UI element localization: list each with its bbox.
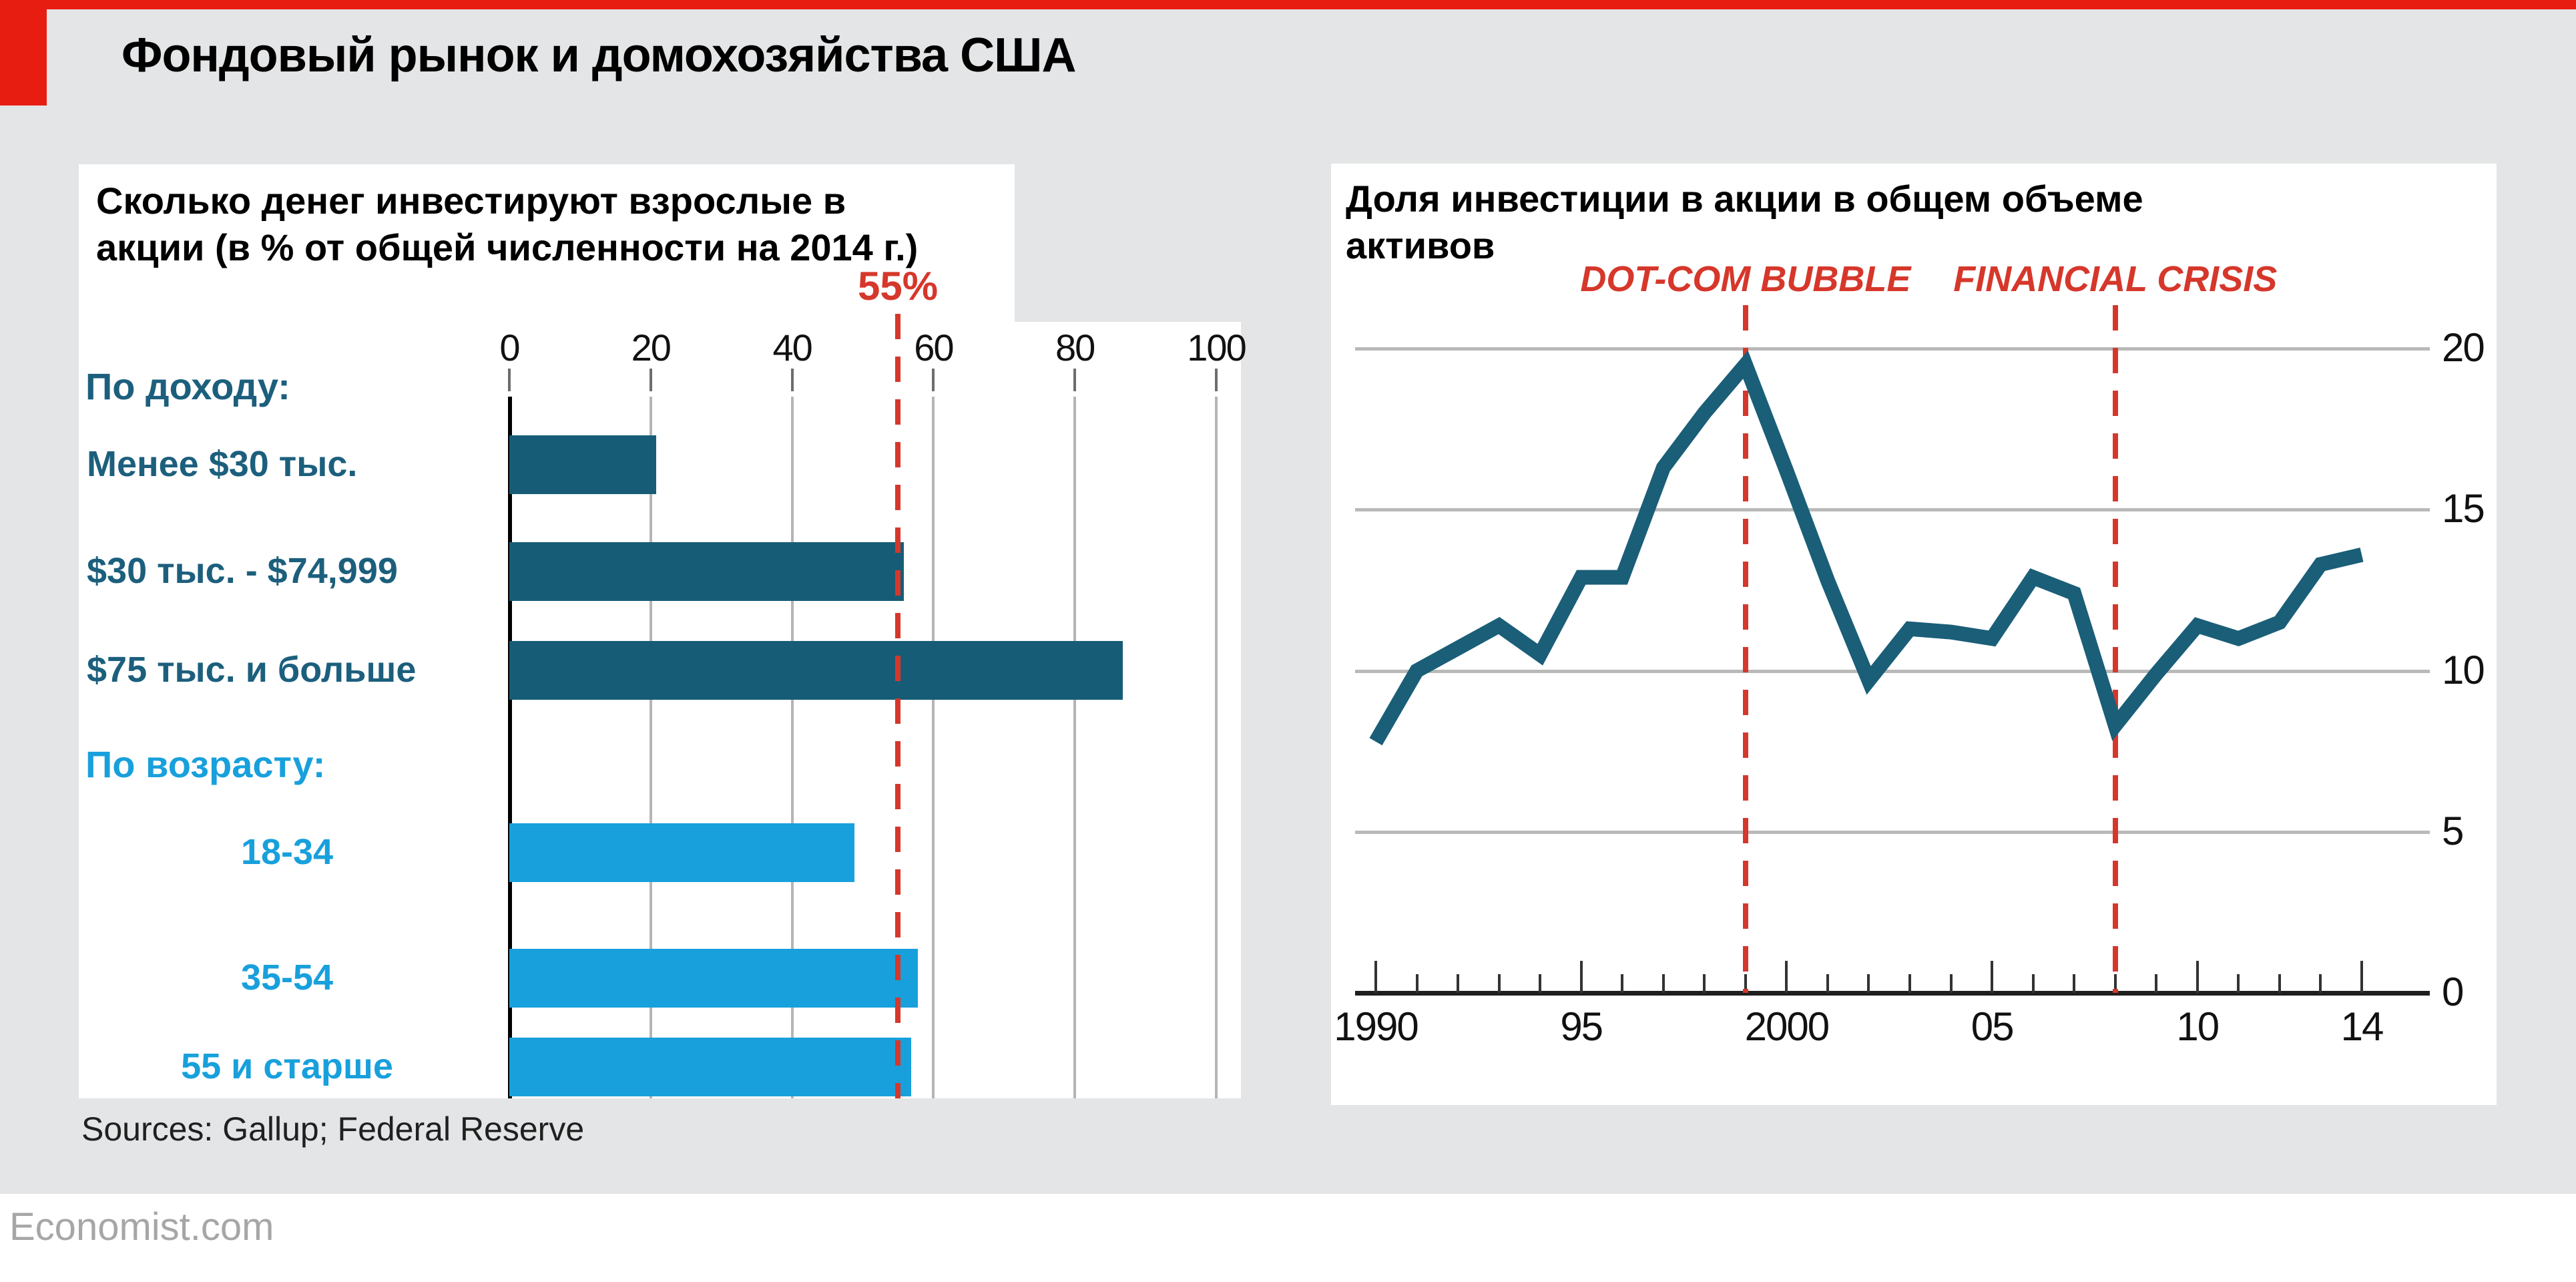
bar-chart-title-line-1: Сколько денег инвестируют взрослые в [96,180,846,222]
bar-group-label: По доходу: [85,365,290,407]
line-x-tick-mark [1991,961,1994,993]
line-y-tick-label: 15 [2442,486,2485,531]
reference-line-label: 55% [857,264,939,308]
sources-note: Sources: Gallup; Federal Reserve [81,1110,585,1148]
line-x-tick-mark [2196,961,2199,993]
bar-axis-zero-line [508,397,512,1098]
bar-label: 55 и старше [181,1046,393,1086]
bar-axis-tick-mark [508,369,511,391]
line-x-tick-label: 2000 [1744,1004,1830,1049]
line-x-tick-mark [1908,974,1912,993]
bar-label: 18-34 [240,832,334,872]
bar-chart-title-box: Сколько денег инвестируют взрослые в акц… [79,164,1015,322]
bar-axis-tick-mark [932,369,935,391]
line-x-axis [1355,991,2430,996]
line-x-tick-mark [1374,961,1377,993]
line-x-tick-mark [2319,974,2322,993]
line-y-tick-label: 5 [2442,808,2464,853]
bar-axis-tick-label: 0 [499,327,520,369]
line-x-tick-mark [2360,961,2363,993]
line-gridline [1355,830,2430,834]
line-gridline [1355,508,2430,512]
line-x-tick-mark [1621,974,1624,993]
bar-gridline [649,397,652,1098]
line-x-tick-mark [1415,974,1419,993]
line-y-tick-label: 10 [2442,647,2485,692]
line-x-tick-mark [1703,974,1706,993]
line-x-tick-label: 10 [2176,1004,2220,1049]
bar-label: $30 тыс. - $74,999 [87,551,398,591]
bar [509,823,854,882]
reference-dashed-line [895,314,900,1098]
line-x-tick-mark [2073,974,2076,993]
line-x-tick-label: 95 [1560,1004,1603,1049]
line-chart-panel: Доля инвестиции в акции в общем объеме а… [1331,164,2497,1105]
line-x-tick-label: 1990 [1334,1004,1419,1049]
bar-axis-tick-mark [790,369,794,391]
annotation-label-dot-com-bubble: DOT-COM BUBBLE [1580,259,1911,299]
line-x-tick-mark [1867,974,1870,993]
bar-axis-tick-mark [1073,369,1077,391]
line-chart-title-line-2: активов [1346,224,1495,266]
bar [509,435,656,494]
bar [509,949,918,1008]
bar-chart-title-line-2: акции (в % от общей численности на 2014 … [96,226,919,268]
line-y-tick-label: 0 [2442,970,2464,1014]
bar-chart-plot-area: 0 20 40 60 80 100 По доходу: Менее $30 тыс. $30 … [79,322,1247,1098]
line-x-tick-label: 14 [2340,1004,2384,1049]
bottom-strip: Economist.com [0,1194,2576,1282]
bar-axis-tick-mark [649,369,652,391]
line-x-tick-mark [2278,974,2281,993]
line-x-tick-label: 05 [1971,1004,2015,1049]
bar-gridline [790,397,794,1098]
line-x-tick-mark [1785,961,1788,993]
bar-axis-tick-mark [1215,369,1218,391]
annotation-dashed-line [2112,305,2118,993]
line-gridline [1355,669,2430,673]
line-series-svg [1369,350,2364,746]
bar-axis-tick-label: 80 [1055,327,1095,369]
line-x-tick-mark [1539,974,1542,993]
line-x-tick-mark [1826,974,1829,993]
line-x-tick-mark [1579,961,1583,993]
line-y-tick-label: 20 [2442,325,2485,370]
top-red-strip [0,0,2576,9]
line-x-tick-mark [1949,974,1953,993]
bar-axis-tick-label: 60 [914,327,954,369]
bar-axis-tick-label: 20 [631,327,672,369]
line-x-tick-mark [1497,974,1501,993]
line-x-tick-mark [2155,974,2158,993]
bar-gridline [932,397,935,1098]
line-series [1369,350,2364,746]
bar [509,1038,911,1096]
bar-group-label: По возрасту: [85,743,326,785]
bar-axis-tick-label: 100 [1187,327,1246,369]
bar-gridline [1215,397,1218,1098]
bar-axis-tick-label: 40 [772,327,812,369]
bar-label: Менее $30 тыс. [87,444,358,484]
line-x-tick-mark [1457,974,1460,993]
bar [509,542,904,601]
line-chart-title-line-1: Доля инвестиции в акции в общем объеме [1346,178,2143,220]
bar-chart-panel: Сколько денег инвестируют взрослые в акц… [79,164,1247,1098]
line-x-tick-mark [1661,974,1665,993]
bar-label: $75 тыс. и больше [87,650,417,690]
red-corner-block [0,0,47,105]
annotation-dashed-line [1742,305,1748,993]
bar-gridline [1073,397,1077,1098]
annotation-label-financial-crisis: FINANCIAL CRISIS [1953,259,2278,299]
bar [509,641,1123,700]
line-x-tick-mark [2031,974,2035,993]
line-x-tick-mark [2237,974,2240,993]
bar-label: 35-54 [240,957,334,998]
page-title: Фондовый рынок и домохозяйства США [121,29,1076,82]
line-gridline [1355,347,2430,351]
site-name: Economist.com [9,1205,274,1249]
